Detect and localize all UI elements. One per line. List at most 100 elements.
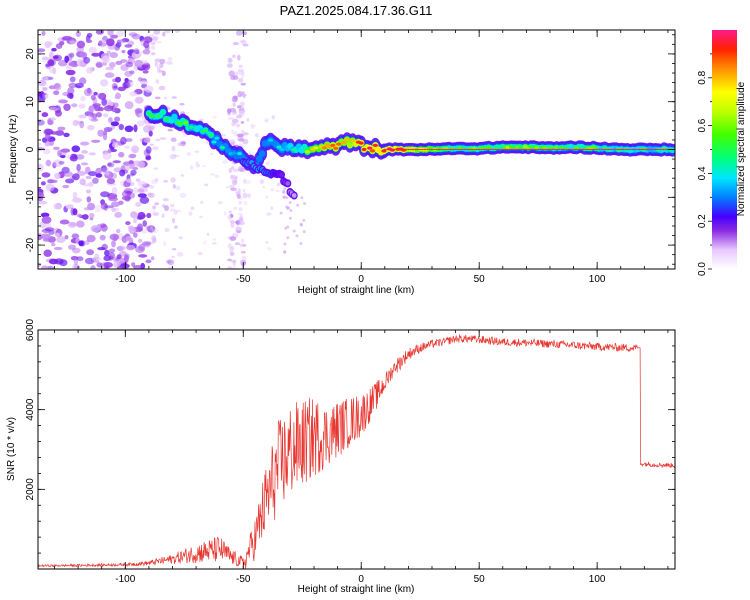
noise-speckle (225, 186, 230, 189)
ridge-core (279, 148, 285, 152)
ridge-peak (659, 148, 662, 151)
noise-speckle (89, 213, 95, 218)
noise-speckle (86, 234, 96, 243)
ridge-core (321, 146, 327, 150)
ridge-peak (584, 148, 587, 151)
ridge-peak (560, 148, 563, 151)
noise-speckle (71, 103, 78, 108)
colorbar-gradient (712, 30, 737, 269)
noise-speckle (72, 247, 81, 254)
ridge-core (208, 133, 214, 137)
noise-speckle (97, 92, 106, 100)
noise-speckle (76, 40, 86, 49)
noise-speckle (142, 60, 148, 66)
branch-tail (295, 234, 299, 238)
noise-speckle (162, 31, 166, 37)
branch-tail (289, 190, 293, 194)
noise-speckle (138, 254, 148, 258)
noise-speckle (151, 45, 156, 50)
noise-speckle (117, 265, 126, 269)
noise-speckle (57, 126, 66, 131)
noise-speckle (230, 222, 235, 228)
noise-speckle (48, 117, 57, 121)
noise-speckle (235, 124, 241, 127)
noise-speckle (107, 30, 114, 36)
noise-speckle (80, 96, 86, 102)
noise-speckle (38, 200, 48, 205)
noise-speckle (174, 30, 180, 34)
noise-speckle (118, 200, 124, 205)
noise-speckle (153, 30, 161, 35)
branch-tail (283, 250, 287, 254)
noise-speckle (100, 202, 108, 210)
noise-speckle (137, 193, 147, 198)
tick-label: 100 (589, 574, 606, 585)
noise-speckle (52, 55, 59, 60)
noise-speckle (91, 139, 101, 143)
ridge-core (330, 143, 336, 147)
ridge-core (146, 111, 152, 115)
ridge-peak (430, 148, 434, 151)
noise-speckle (48, 258, 59, 265)
ridge-core (154, 114, 160, 118)
ridge-peak (411, 148, 415, 151)
ridge-core (590, 145, 597, 149)
noise-speckle (80, 141, 90, 146)
noise-speckle (55, 232, 60, 237)
noise-speckle (212, 115, 217, 119)
ridge-core (188, 125, 194, 129)
tick-label: 100 (589, 274, 606, 285)
branch-tail (282, 190, 286, 194)
noise-speckle (250, 124, 256, 128)
noise-speckle (52, 162, 57, 169)
noise-speckle (162, 198, 169, 202)
noise-speckle (233, 131, 238, 137)
noise-speckle (137, 238, 143, 243)
noise-speckle (76, 170, 87, 176)
noise-speckle (266, 161, 270, 166)
noise-speckle (92, 177, 99, 184)
noise-speckle (133, 167, 139, 170)
noise-speckle (93, 91, 98, 96)
noise-speckle (143, 40, 150, 49)
ridge-peak (664, 148, 667, 151)
noise-speckle (130, 169, 137, 176)
ridge-peak (513, 148, 516, 151)
noise-speckle (38, 48, 46, 53)
noise-speckle (234, 71, 239, 76)
ridge-peak (537, 148, 540, 151)
tick-label: 10 (25, 96, 36, 108)
noise-speckle (79, 178, 86, 186)
noise-speckle (172, 184, 176, 189)
noise-speckle (246, 117, 250, 122)
noise-speckle (157, 66, 161, 71)
noise-speckle (176, 251, 184, 257)
noise-speckle (149, 33, 155, 39)
noise-speckle (42, 57, 52, 60)
noise-speckle (232, 264, 237, 269)
noise-speckle (139, 80, 149, 85)
ridge-peak (581, 148, 585, 151)
noise-speckle (171, 248, 177, 251)
noise-speckle (150, 179, 158, 185)
noise-speckle (169, 203, 175, 208)
noise-speckle (47, 58, 56, 67)
noise-speckle (159, 62, 164, 69)
ridge-core (367, 146, 373, 150)
noise-speckle (70, 207, 75, 216)
noise-speckle (230, 187, 238, 191)
branch-tail (296, 203, 300, 207)
noise-speckle (222, 160, 228, 164)
ridge-peak (650, 148, 653, 151)
noise-speckle (64, 235, 69, 240)
noise-speckle (91, 52, 101, 57)
noise-speckle (48, 106, 59, 112)
noise-speckle (143, 137, 151, 144)
noise-speckle (42, 76, 52, 81)
ridge-peak (442, 148, 445, 151)
noise-speckle (38, 163, 44, 172)
ridge-core (183, 121, 189, 125)
ridge-peak (529, 148, 533, 151)
ridge-peak (605, 148, 608, 151)
noise-speckle (53, 203, 62, 210)
